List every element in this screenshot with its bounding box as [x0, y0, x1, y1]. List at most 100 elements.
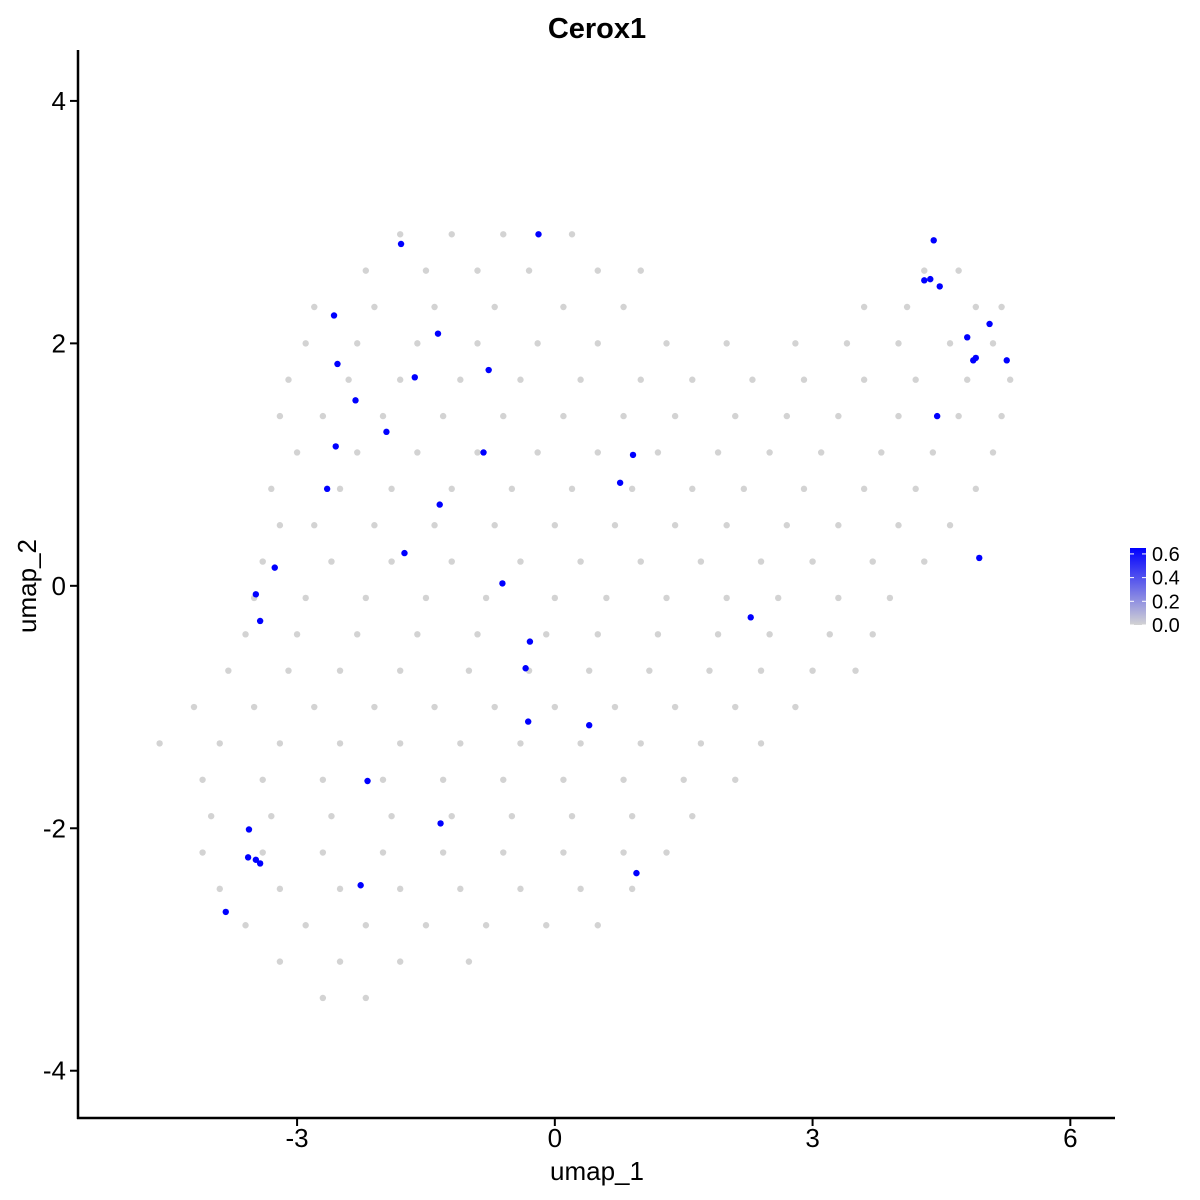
- x-tick-label: -3: [286, 1123, 309, 1153]
- cell-point: [448, 558, 455, 565]
- cell-point: [276, 885, 284, 893]
- cell-point: [388, 485, 395, 493]
- cell-point: [199, 776, 206, 783]
- cell-point: [620, 776, 627, 783]
- cell-point: [448, 812, 455, 820]
- cell-point: [706, 667, 713, 674]
- cell-point: [411, 374, 418, 381]
- cell-point: [345, 376, 352, 383]
- cell-point: [611, 703, 619, 711]
- cell-point: [499, 580, 506, 587]
- cell-point: [371, 703, 378, 711]
- cell-point: [271, 564, 278, 571]
- cell-point: [362, 267, 370, 274]
- y-tick-label: 4: [52, 86, 66, 116]
- cell-point: [379, 849, 387, 856]
- y-tick-label: 0: [52, 571, 66, 601]
- cell-point: [895, 340, 902, 347]
- cell-point: [800, 376, 808, 383]
- y-tick-label: -4: [43, 1056, 66, 1086]
- cell-point: [732, 703, 739, 711]
- cell-point: [912, 376, 919, 383]
- cell-point: [766, 449, 773, 456]
- cell-point: [689, 376, 696, 383]
- cell-point: [482, 594, 490, 602]
- cell-point: [437, 820, 444, 827]
- cell-point: [585, 667, 593, 674]
- colorbar-tick-label: 0.0: [1152, 615, 1180, 637]
- cell-point: [921, 558, 928, 565]
- cell-point: [723, 340, 730, 347]
- cell-point: [929, 449, 937, 456]
- cell-point: [903, 303, 911, 311]
- cell-point: [259, 558, 266, 565]
- cell-point: [328, 558, 335, 565]
- cell-point: [352, 397, 359, 404]
- cell-point: [817, 449, 825, 456]
- cell-point: [332, 443, 339, 450]
- cell-point: [336, 740, 344, 747]
- cell-point: [792, 703, 799, 711]
- cell-point: [723, 594, 730, 602]
- colorbar-tick-label: 0.2: [1152, 591, 1180, 613]
- cell-point: [689, 812, 696, 820]
- cell-point: [955, 412, 962, 420]
- cell-point: [723, 522, 730, 529]
- cell-point: [783, 522, 791, 529]
- cell-point: [526, 638, 534, 645]
- cell-point: [1006, 376, 1014, 383]
- cell-point: [311, 522, 318, 529]
- cell-point: [448, 231, 455, 238]
- cell-point: [628, 485, 636, 493]
- cell-point: [422, 267, 430, 274]
- cell-point: [1003, 357, 1010, 364]
- cell-point: [594, 922, 601, 929]
- cell-point: [732, 412, 739, 420]
- cell-point: [436, 501, 443, 508]
- cell-point: [976, 554, 983, 562]
- cell-point: [534, 340, 541, 347]
- cell-point: [500, 231, 507, 238]
- cell-point: [319, 994, 327, 1002]
- cell-point: [757, 740, 765, 747]
- cell-point: [362, 594, 370, 602]
- cell-point: [252, 591, 260, 598]
- cell-point: [225, 667, 232, 674]
- cell-point: [293, 449, 301, 456]
- cell-point: [654, 449, 662, 456]
- cell-point: [431, 703, 438, 711]
- cell-point: [354, 340, 361, 347]
- cell-point: [878, 449, 885, 456]
- chart-title: Cerox1: [548, 13, 646, 45]
- cell-point: [663, 340, 670, 347]
- cell-point: [216, 740, 223, 747]
- cell-point: [551, 522, 559, 529]
- cell-point: [946, 522, 954, 529]
- cell-point: [912, 485, 919, 493]
- cell-point: [474, 449, 481, 456]
- cell-point: [388, 558, 395, 565]
- cell-point: [689, 485, 696, 493]
- cell-point: [256, 617, 264, 625]
- cell-point: [500, 776, 507, 783]
- cell-point: [680, 776, 687, 783]
- cell-point: [525, 267, 533, 274]
- cell-point: [334, 360, 341, 368]
- cell-point: [998, 412, 1005, 420]
- cell-point: [216, 885, 223, 893]
- cell-point: [517, 558, 524, 565]
- cell-point: [800, 485, 808, 493]
- cell-point: [379, 776, 387, 783]
- cell-point: [637, 740, 644, 747]
- cell-point: [199, 849, 206, 856]
- cell-point: [629, 451, 637, 459]
- cell-point: [222, 908, 229, 916]
- cell-point: [560, 849, 567, 856]
- cell-point: [311, 303, 318, 311]
- cell-point: [414, 449, 421, 456]
- cell-point: [276, 740, 284, 747]
- cell-point: [500, 849, 507, 856]
- cell-point: [732, 776, 739, 783]
- cell-point: [628, 885, 636, 893]
